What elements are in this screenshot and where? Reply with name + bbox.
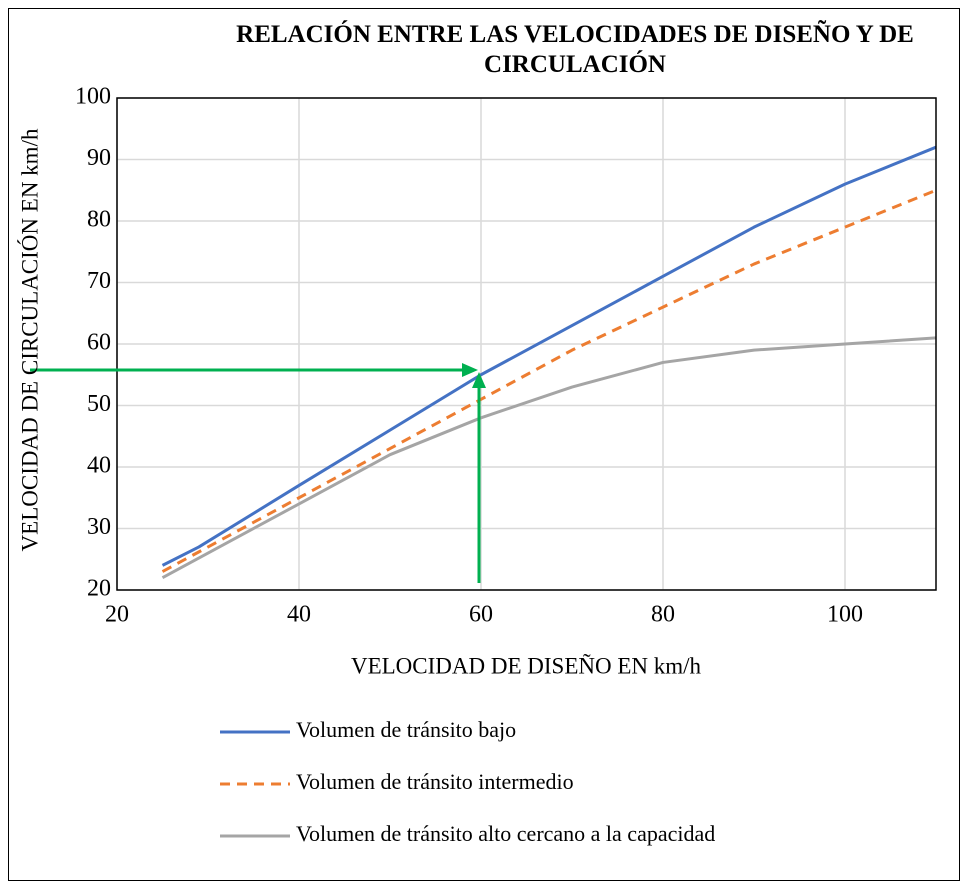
legend-label: Volumen de tránsito intermedio [296,769,574,794]
x-axis-title: VELOCIDAD DE DISEÑO EN km/h [351,653,702,678]
y-tick-label: 60 [87,330,111,356]
arrow-head [472,372,486,388]
y-tick-label: 50 [87,391,111,417]
y-tick-label: 80 [87,207,111,233]
x-tick-label: 60 [469,602,493,628]
y-tick-label: 90 [87,145,111,171]
annotation-arrows [30,363,486,583]
x-tick-label: 100 [827,602,863,628]
frame [8,8,960,881]
x-tick-label: 20 [105,602,129,628]
series-line [161,336,937,580]
y-tick-label: 40 [87,453,111,479]
series-line [161,145,937,567]
plot-frame [116,97,937,591]
series-line [161,188,937,573]
legend-label: Volumen de tránsito alto cercano a la ca… [296,821,715,846]
y-axis-title: VELOCIDAD DE CIRCULACIÓN EN km/h [16,128,42,551]
x-tick-label: 80 [651,602,675,628]
y-tick-label: 30 [87,514,111,540]
y-tick-label: 70 [87,268,111,294]
lines [161,145,937,580]
arrow-head [462,363,478,377]
x-tick-label: 40 [287,602,311,628]
y-tick-label: 100 [75,84,111,110]
legend-label: Volumen de tránsito bajo [296,717,516,742]
y-tick-label: 20 [87,576,111,602]
chart-title: RELACIÓN ENTRE LAS VELOCIDADES DE DISEÑO… [236,21,914,78]
